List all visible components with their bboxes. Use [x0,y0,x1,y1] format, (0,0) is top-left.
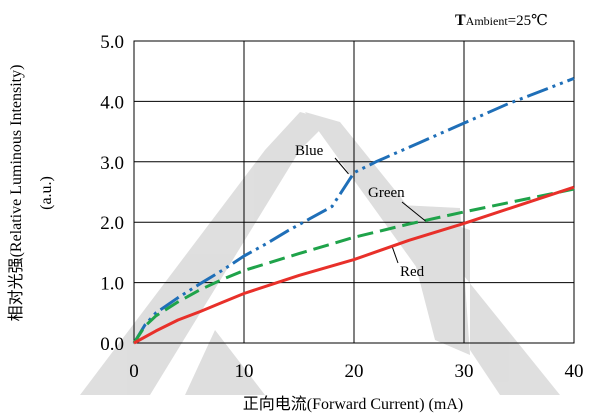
series-pointer-red [392,247,399,264]
y-tick-labels: 0.0 1.0 2.0 3.0 4.0 5.0 [100,32,124,355]
y-tick-label: 4.0 [100,92,124,113]
x-tick-labels: 0 10 20 30 40 [129,361,583,382]
condition-ambient: Ambient [466,14,509,28]
y-axis-title: 相对光强(Relative Luminous Intensity) [7,65,25,322]
series-pointer-green [401,201,426,222]
watermark-stroke-mid [400,205,470,355]
series-pointer-blue [334,157,349,175]
series-label-red: Red [400,264,425,280]
watermark-stroke-base [185,330,265,395]
x-tick-label: 20 [345,361,364,382]
series-label-green: Green [368,185,405,201]
series-line-blue [132,77,575,344]
y-tick-label: 2.0 [100,213,124,234]
ambient-condition: TAmbient=25℃ [455,12,548,29]
condition-t: T [455,12,466,29]
x-axis-title: 正向电流(Forward Current) (mA) [243,395,463,413]
watermark-stroke-left [80,112,330,395]
x-tick-label: 0 [129,361,139,382]
y-tick-label: 1.0 [100,274,124,295]
plot-frame [133,40,575,344]
y-tick-label: 5.0 [100,32,124,53]
x-tick-label: 10 [235,361,254,382]
series-labels: Blue Green Red [295,143,426,280]
series-layer [132,77,575,345]
x-tick-label: 30 [455,361,474,382]
watermark [80,112,560,395]
y-axis-title-group: 相对光强(Relative Luminous Intensity) [7,65,25,322]
y-tick-label: 0.0 [100,334,124,355]
series-line-red [133,185,575,345]
x-tick-label: 40 [565,361,584,382]
condition-value: =25℃ [508,13,548,29]
y-axis-unit-group: (a.u.) [38,176,55,210]
y-tick-label: 3.0 [100,153,124,174]
y-axis-unit: (a.u.) [38,176,55,210]
series-label-blue: Blue [295,143,324,159]
series-line-green [132,187,575,344]
